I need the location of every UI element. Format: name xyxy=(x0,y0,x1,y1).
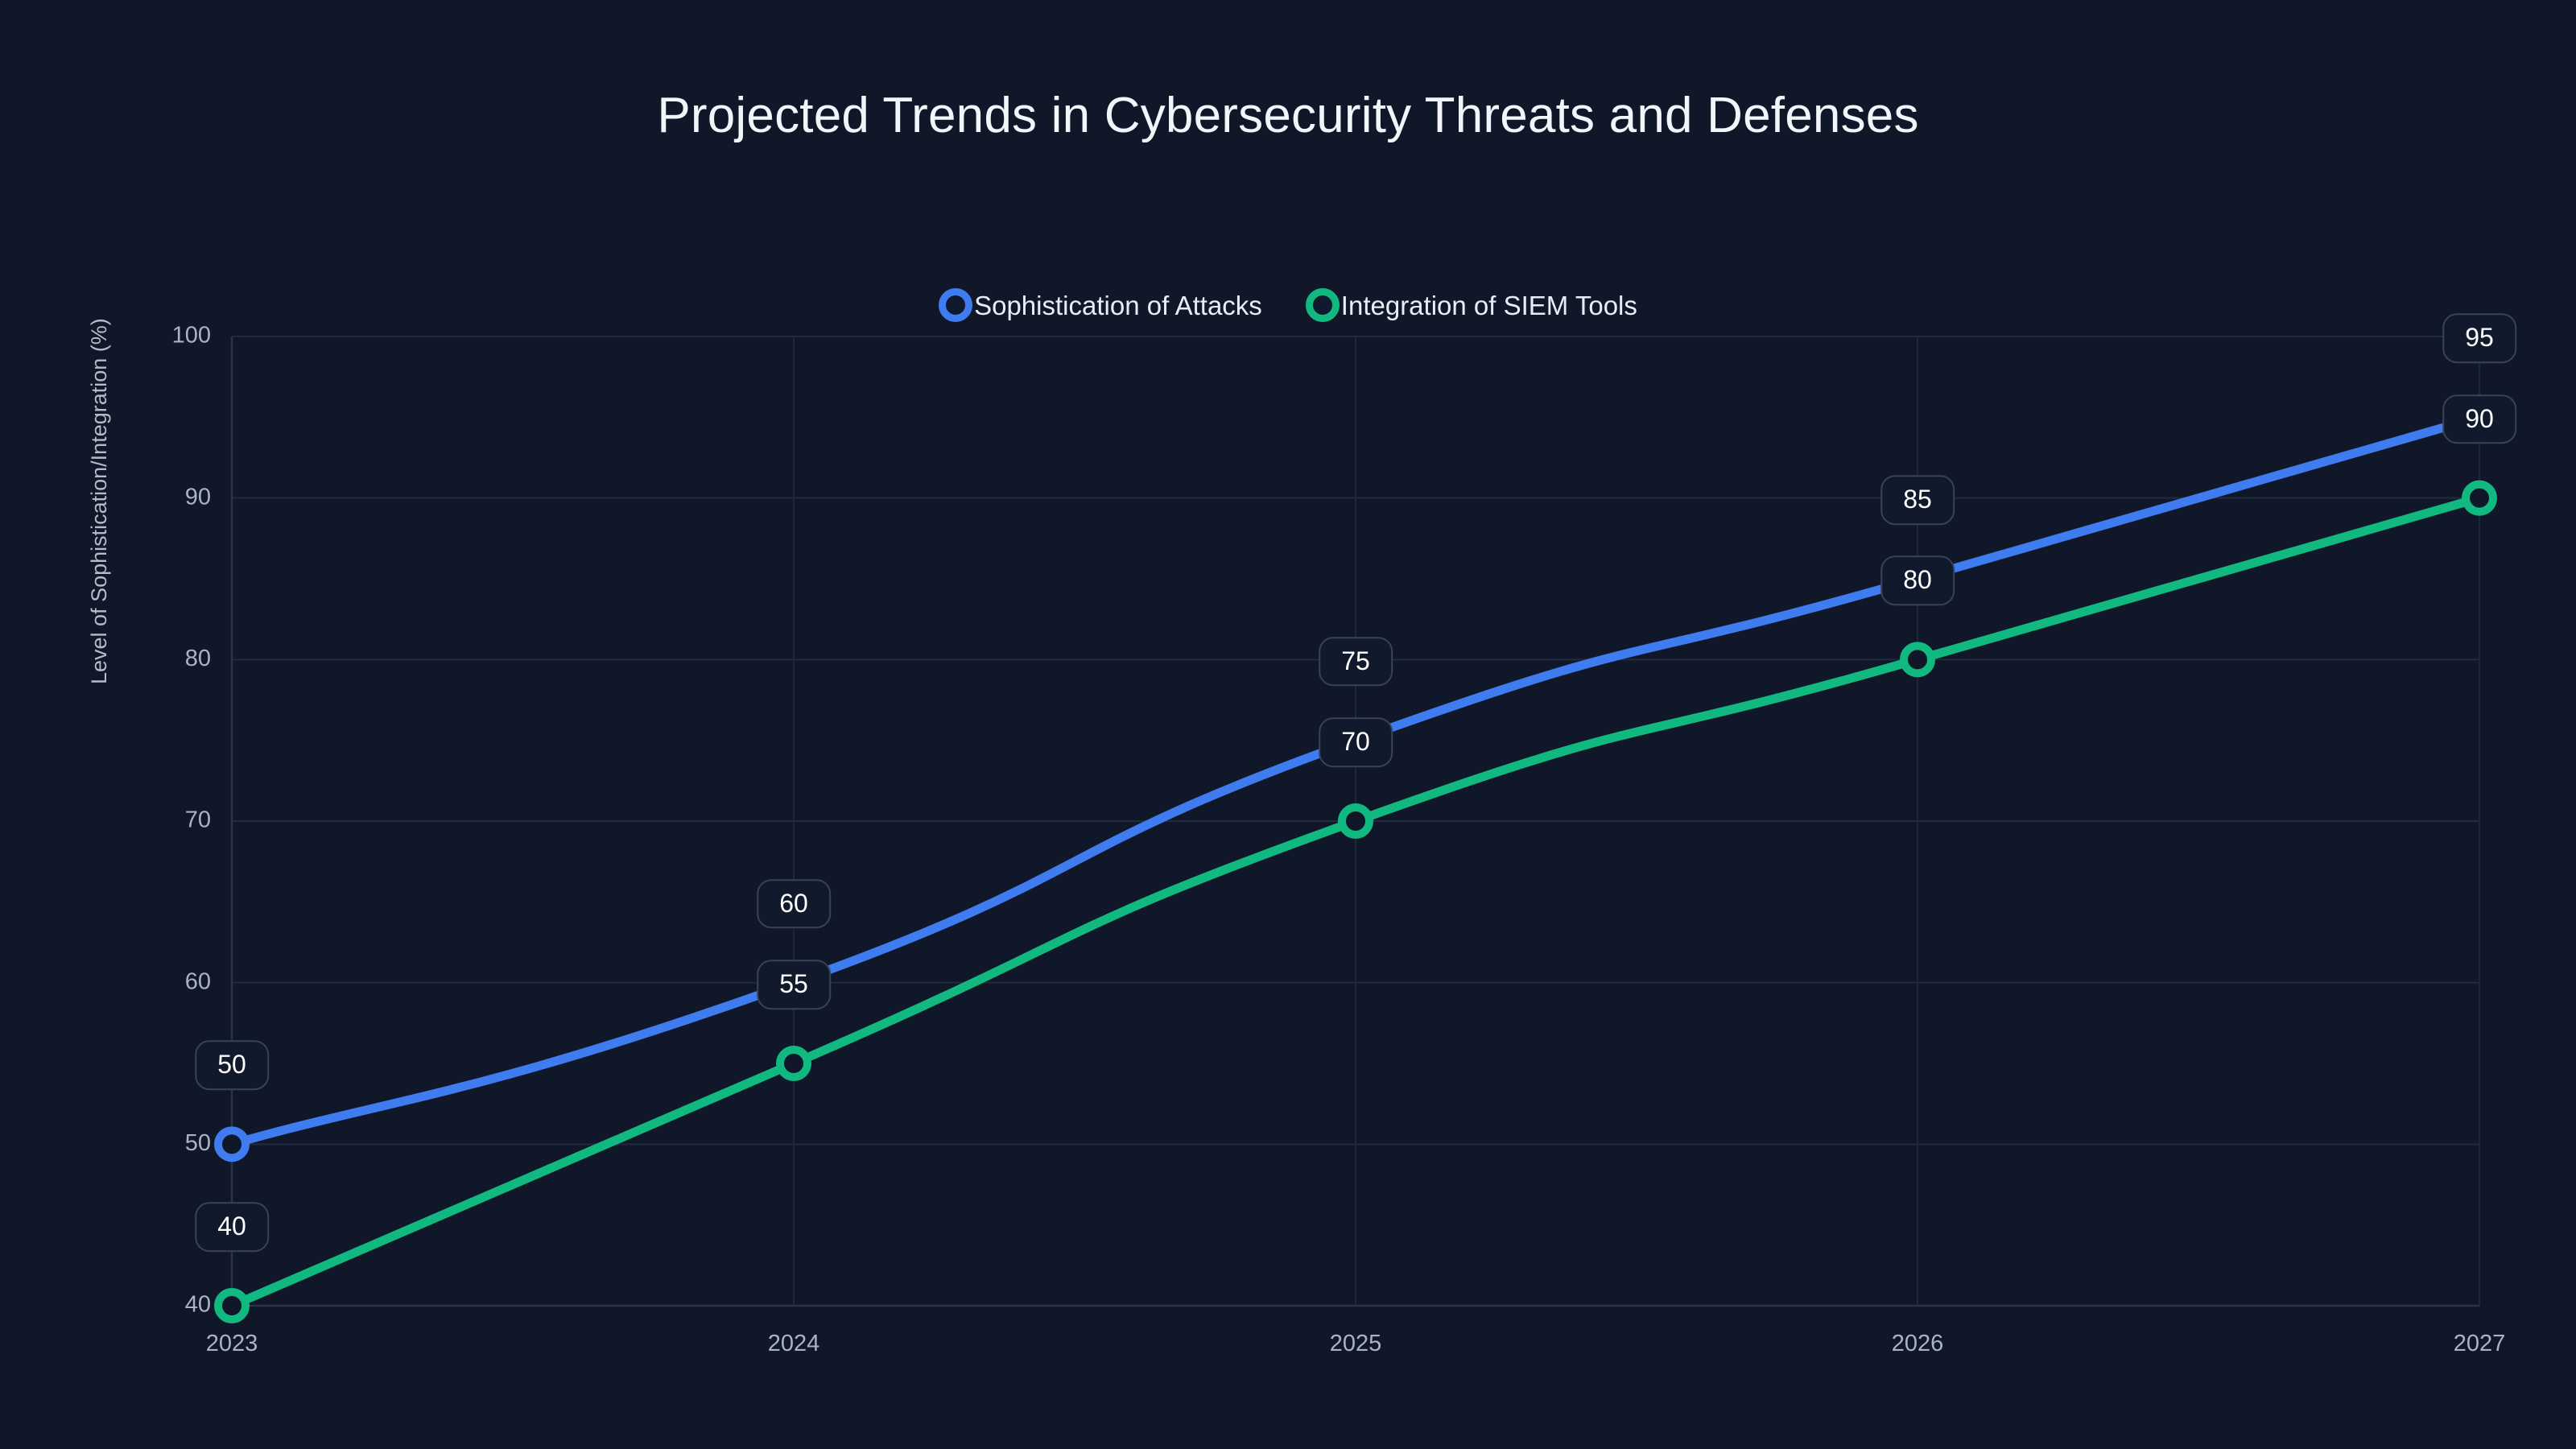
data-point-marker xyxy=(1338,803,1373,839)
y-tick-label: 90 xyxy=(185,484,211,510)
y-tick-label: 60 xyxy=(185,968,211,994)
data-point-label: 95 xyxy=(2442,313,2516,364)
data-point-label: 60 xyxy=(757,878,831,929)
y-axis-title: Level of Sophistication/Integration (%) xyxy=(87,318,111,684)
legend-marker-circle-icon xyxy=(939,288,973,322)
legend-item-integration-of-siem-tools[interactable]: Integration of SIEM Tools xyxy=(1305,288,1637,322)
page-title: Projected Trends in Cybersecurity Threat… xyxy=(657,88,1919,143)
data-point-label: 55 xyxy=(757,960,831,1009)
x-tick-label: 2024 xyxy=(768,1331,820,1356)
legend-marker-circle-icon xyxy=(1305,288,1340,322)
data-point-label: 50 xyxy=(195,1040,269,1091)
y-tick-label: 70 xyxy=(185,807,211,833)
legend-item-label: Sophistication of Attacks xyxy=(974,290,1262,320)
data-point-label: 90 xyxy=(2442,394,2516,444)
data-point-marker xyxy=(776,1046,811,1081)
x-tick-label: 2027 xyxy=(2454,1331,2506,1356)
legend-item-label: Integration of SIEM Tools xyxy=(1340,290,1637,320)
data-point-marker xyxy=(1900,642,1935,678)
legend-item-sophistication-of-attacks[interactable]: Sophistication of Attacks xyxy=(939,288,1262,322)
data-point-label: 70 xyxy=(1319,717,1393,767)
y-tick-label: 50 xyxy=(185,1130,211,1156)
x-tick-label: 2023 xyxy=(206,1331,258,1356)
y-tick-label: 100 xyxy=(172,323,211,349)
data-point-label: 40 xyxy=(195,1202,269,1252)
data-point-marker xyxy=(2462,480,2497,516)
x-tick-label: 2026 xyxy=(1892,1331,1944,1356)
y-tick-labels-group: 40 50 60 70 80 90 100 xyxy=(172,323,211,1318)
data-point-marker xyxy=(214,1288,250,1323)
y-tick-label: 80 xyxy=(185,646,211,671)
y-tick-label: 40 xyxy=(185,1292,211,1318)
data-point-label: 85 xyxy=(1880,475,1955,525)
data-point-marker xyxy=(214,1126,250,1162)
x-tick-labels-group: 2023 2024 2025 2026 2027 xyxy=(206,1331,2506,1356)
chart-legend: Sophistication of Attacks Integration of… xyxy=(0,288,2576,322)
data-point-label: 80 xyxy=(1880,555,1955,606)
data-point-label: 75 xyxy=(1319,636,1393,687)
x-tick-label: 2025 xyxy=(1330,1331,1382,1356)
